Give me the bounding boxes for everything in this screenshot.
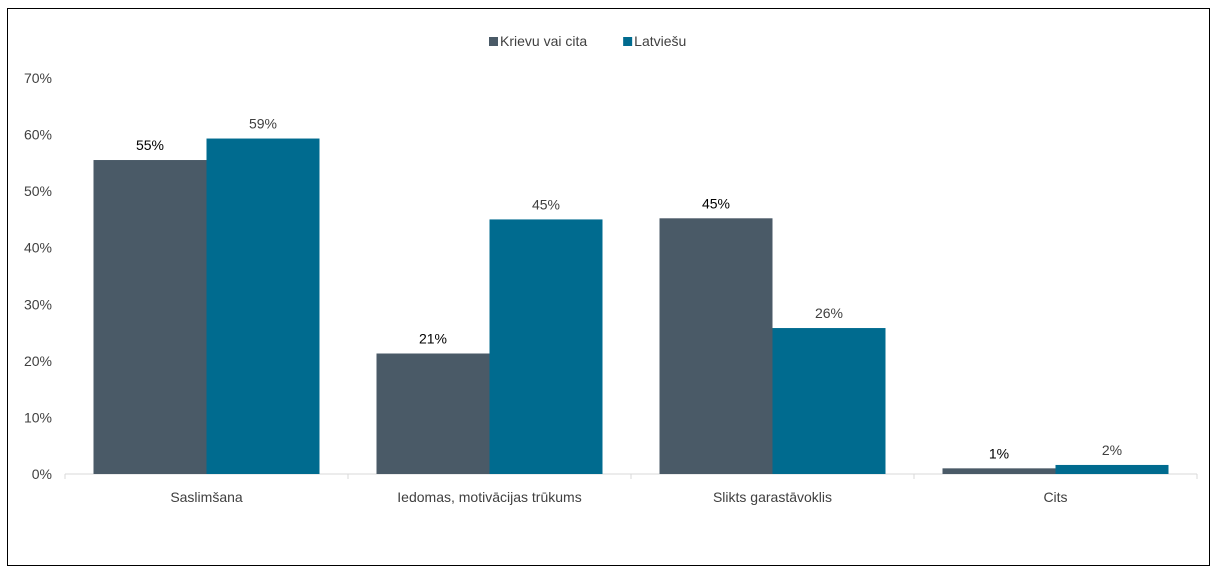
bar — [376, 353, 490, 474]
y-tick-label: 0% — [32, 466, 52, 482]
data-label: 45% — [702, 195, 730, 211]
y-tick-label: 70% — [24, 70, 52, 86]
y-axis: 0% 10% 20% 30% 40% 50% 60% 70% — [24, 70, 52, 482]
y-tick-label: 60% — [24, 127, 52, 143]
category-label: Iedomas, motivācijas trūkums — [397, 489, 581, 505]
legend-label: Latviešu — [634, 33, 686, 49]
data-label: 59% — [249, 116, 277, 132]
data-label: 2% — [1102, 442, 1122, 458]
y-tick-label: 20% — [24, 353, 52, 369]
data-label: 21% — [419, 331, 447, 347]
bar — [206, 138, 320, 474]
legend-swatch — [489, 37, 498, 46]
bar — [772, 328, 886, 474]
bar — [1055, 464, 1169, 474]
bar — [659, 218, 773, 474]
data-label: 1% — [989, 445, 1009, 461]
bar — [93, 160, 207, 474]
y-tick-label: 50% — [24, 183, 52, 199]
y-tick-label: 10% — [24, 409, 52, 425]
category-label: Cits — [1043, 489, 1067, 505]
data-labels: 55% 59% 21% 45% 45% 26% 1% 2% — [136, 116, 1122, 462]
bar — [489, 219, 603, 474]
y-tick-label: 40% — [24, 240, 52, 256]
legend: Krievu vai cita Latviešu — [489, 33, 686, 49]
legend-swatch — [623, 37, 633, 46]
bars — [93, 138, 1169, 474]
category-label: Saslimšana — [170, 489, 243, 505]
category-label: Slikts garastāvoklis — [713, 489, 832, 505]
x-axis: Saslimšana Iedomas, motivācijas trūkums Sl… — [64, 473, 1198, 505]
data-label: 55% — [136, 137, 164, 153]
y-tick-label: 30% — [24, 296, 52, 312]
data-label: 26% — [815, 305, 843, 321]
bar — [942, 468, 1056, 474]
legend-label: Krievu vai cita — [500, 33, 587, 49]
data-label: 45% — [532, 196, 560, 212]
